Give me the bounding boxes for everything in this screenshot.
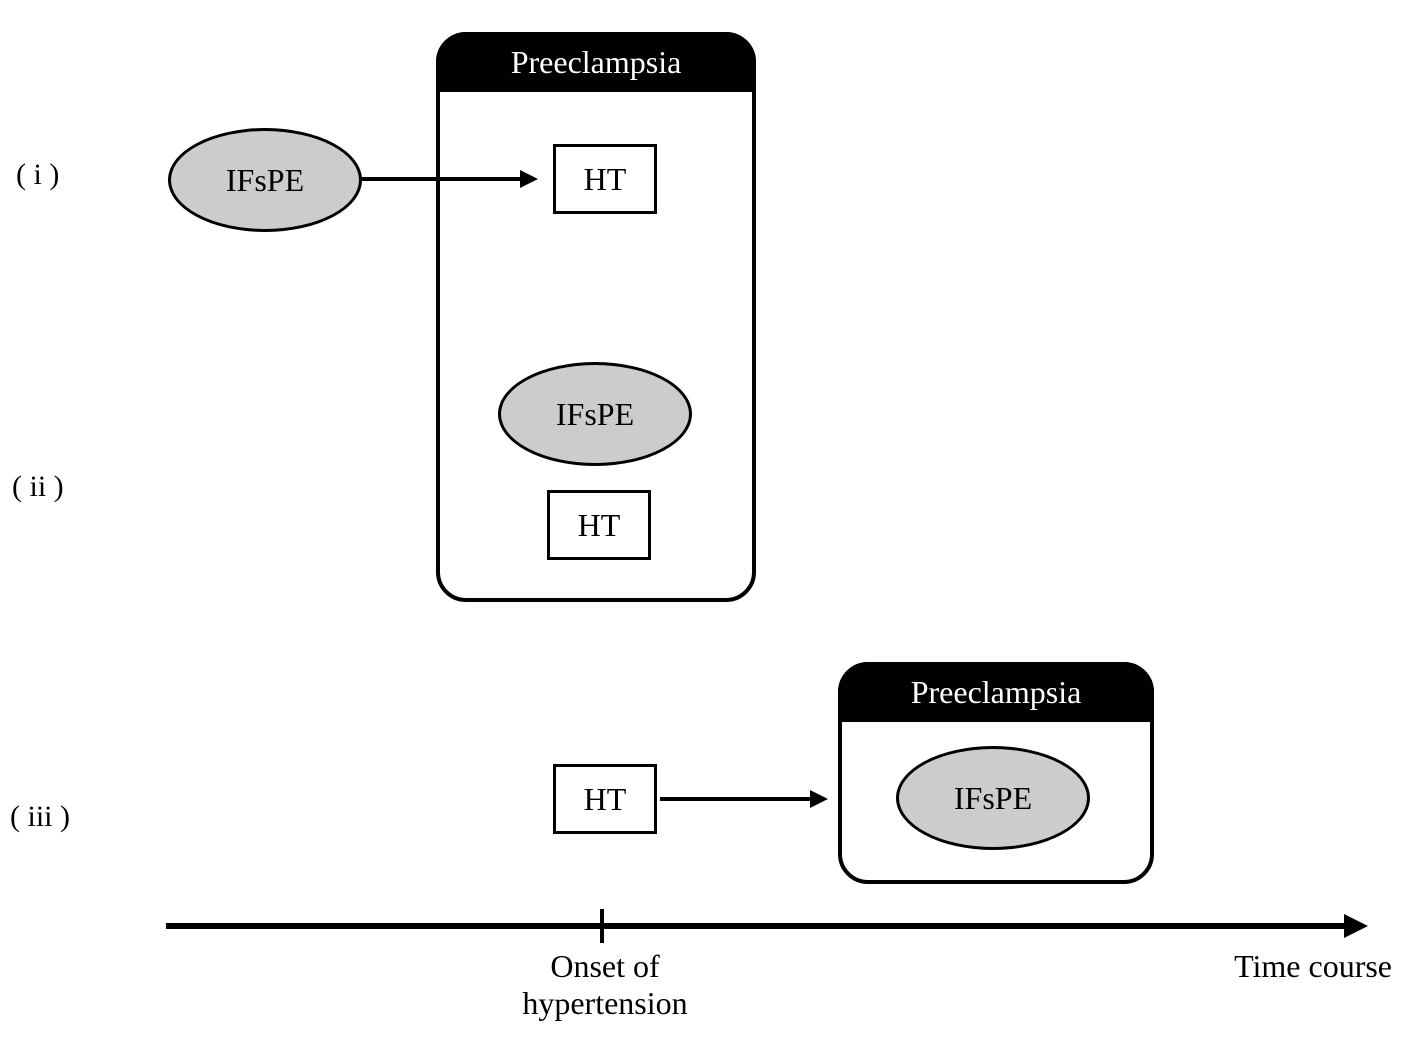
time-axis-tick-label: Onset of hypertension [500, 948, 710, 1022]
arrow-1-line [362, 177, 522, 181]
ht-node-1-label: HT [584, 161, 627, 198]
time-axis-arrowhead [1344, 914, 1368, 938]
ht-node-3: HT [553, 764, 657, 834]
arrow-1-head [520, 170, 538, 188]
scenario-label-iii: ( iii ) [10, 800, 70, 834]
time-axis-end-label: Time course [1182, 948, 1392, 985]
ifspe-node-1-label: IFsPE [226, 162, 304, 199]
tick-label-line1: Onset of [500, 948, 710, 985]
preeclampsia-header-2: Preeclampsia [838, 662, 1154, 722]
ht-node-1: HT [553, 144, 657, 214]
ht-node-3-label: HT [584, 781, 627, 818]
time-axis-line [166, 923, 1346, 929]
arrow-2-head [810, 790, 828, 808]
ifspe-node-2-label: IFsPE [556, 396, 634, 433]
ht-node-2-label: HT [578, 507, 621, 544]
ifspe-node-2: IFsPE [498, 362, 692, 466]
ifspe-node-1: IFsPE [168, 128, 362, 232]
ht-node-2: HT [547, 490, 651, 560]
preeclampsia-header-1: Preeclampsia [436, 32, 756, 92]
preeclampsia-header-2-label: Preeclampsia [911, 674, 1082, 711]
preeclampsia-header-1-label: Preeclampsia [511, 44, 682, 81]
arrow-2-line [660, 797, 812, 801]
ifspe-node-3-label: IFsPE [954, 780, 1032, 817]
time-axis-tick [600, 909, 604, 943]
ifspe-node-3: IFsPE [896, 746, 1090, 850]
scenario-label-ii: ( ii ) [12, 470, 64, 504]
tick-label-line2: hypertension [500, 985, 710, 1022]
scenario-label-i: ( i ) [16, 158, 59, 192]
diagram-canvas: Preeclampsia Preeclampsia ( i ) ( ii ) (… [0, 0, 1424, 1052]
